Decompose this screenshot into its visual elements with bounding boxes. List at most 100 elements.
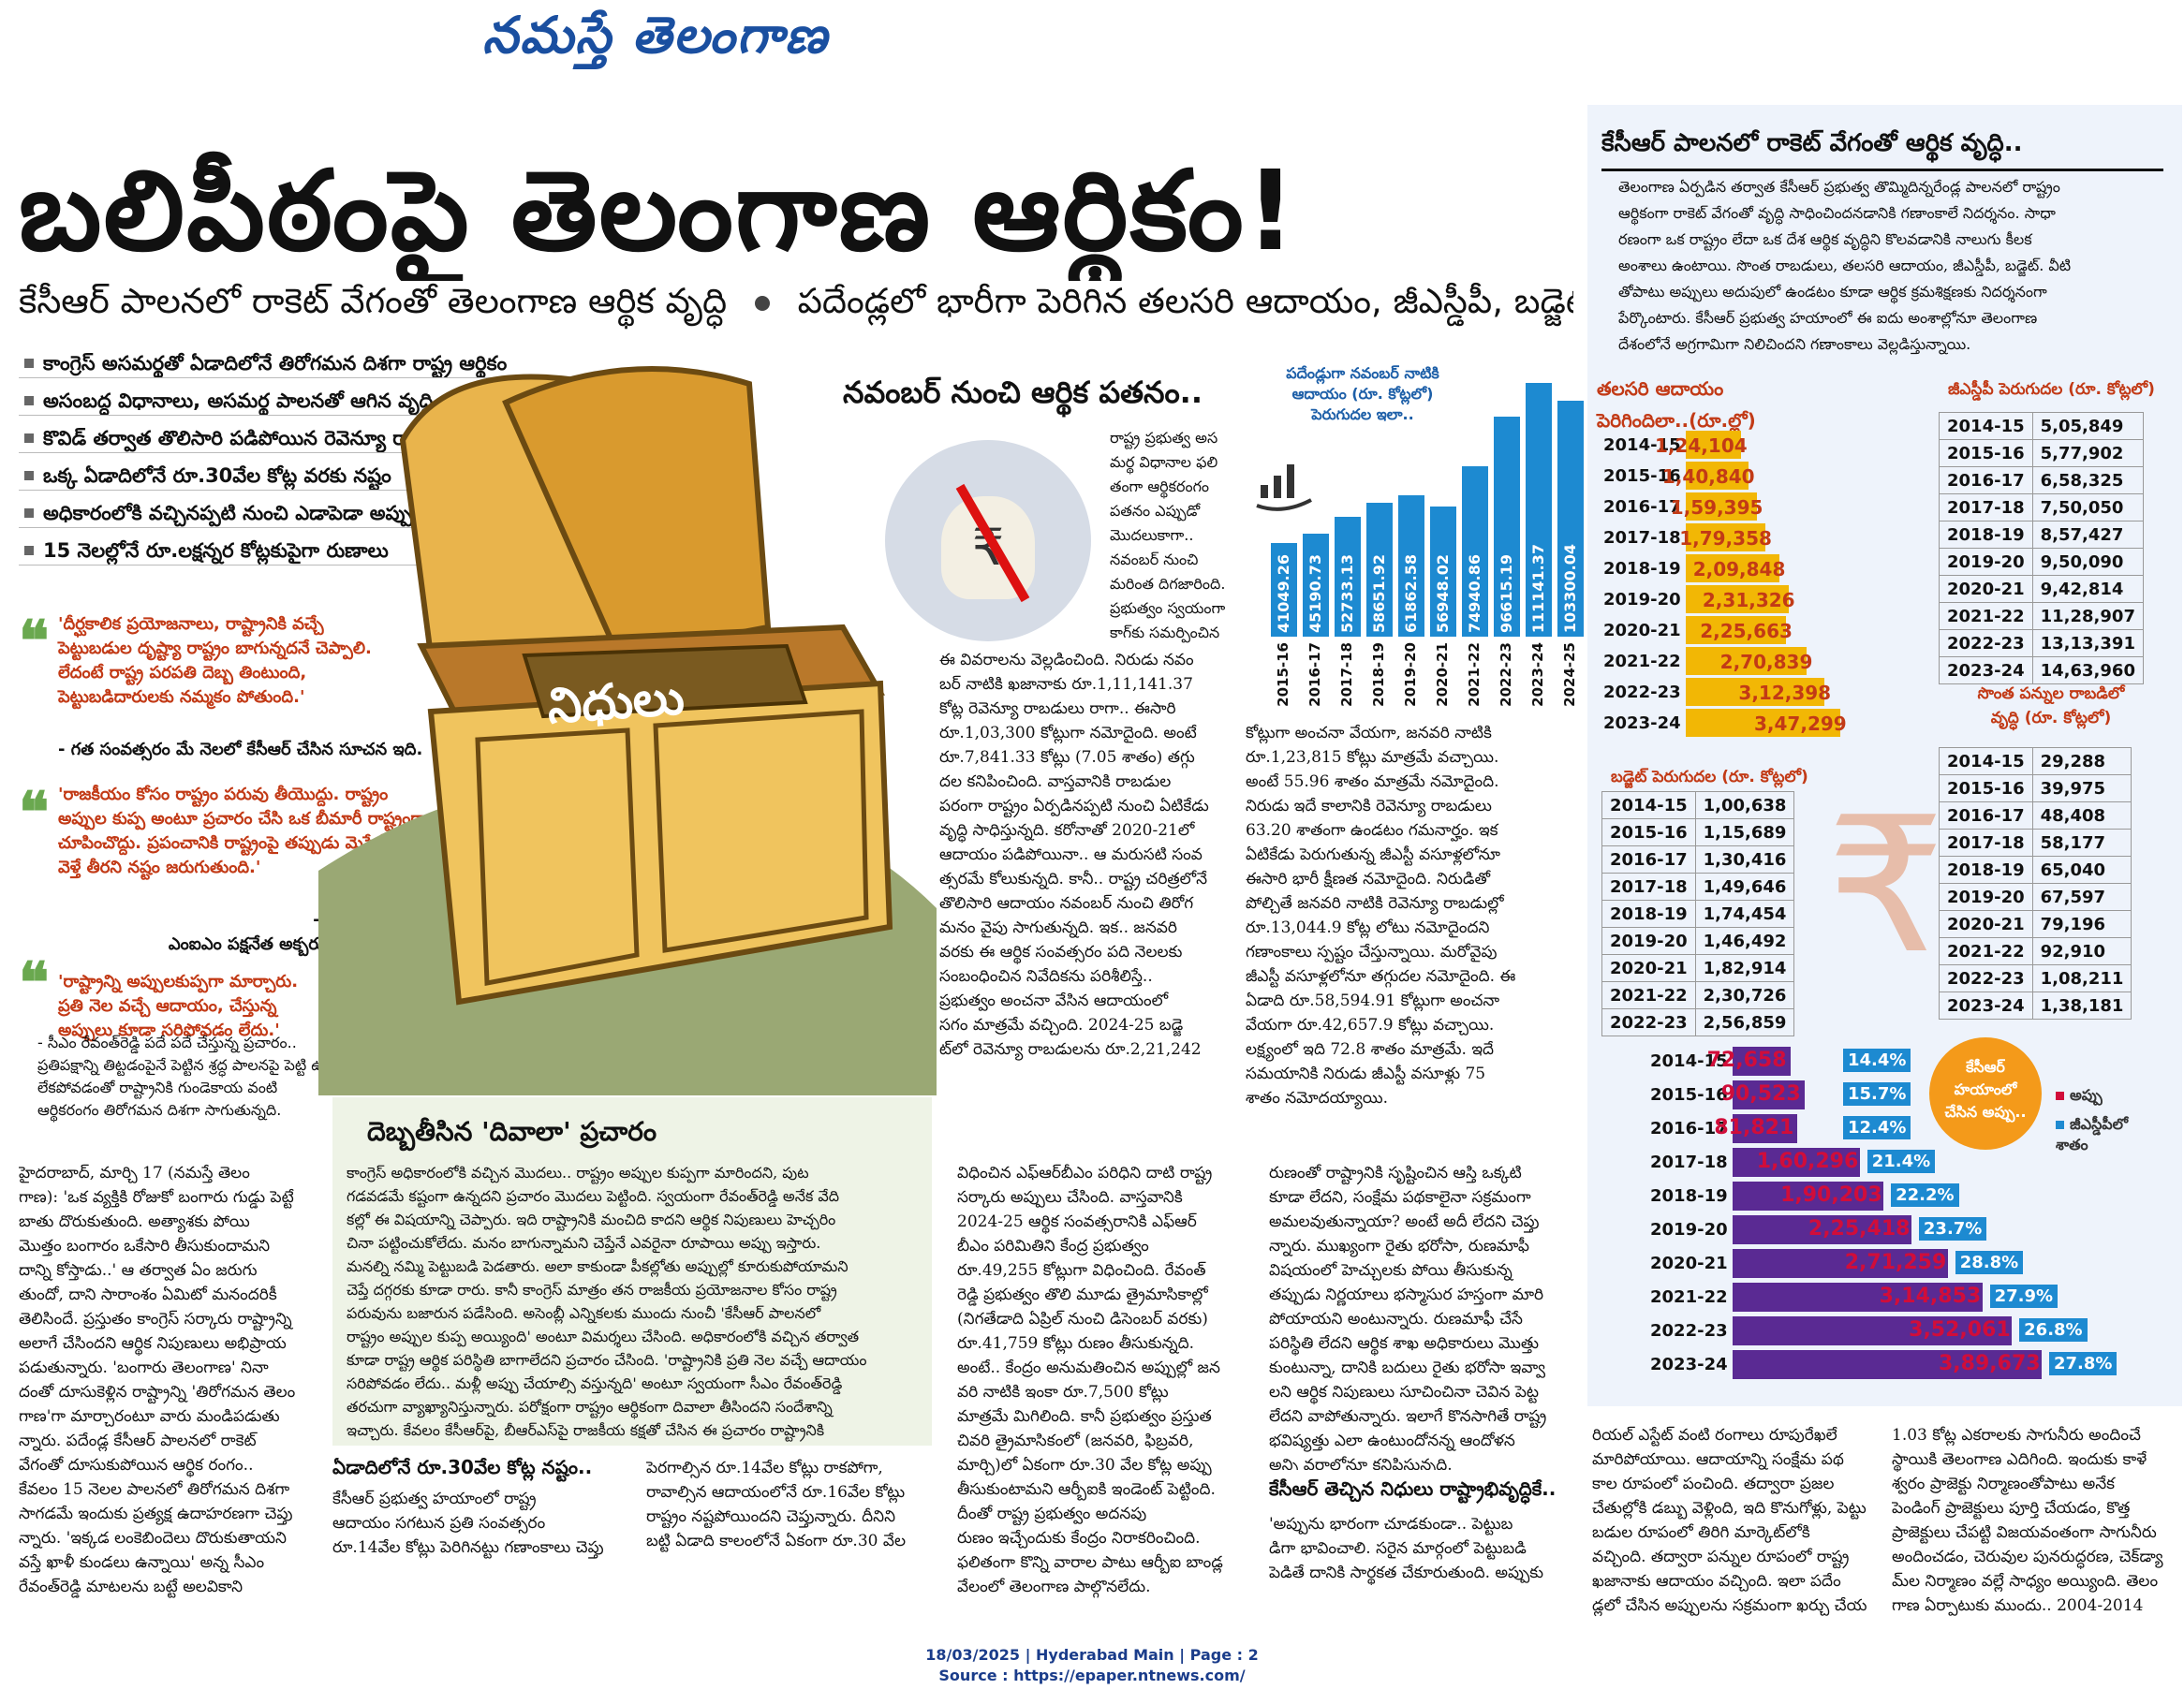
november-title: నవంబర్ నుంచి ఆర్థిక పతనం.. — [843, 375, 1203, 410]
per-capita-year: 2018-19 — [1603, 559, 1681, 579]
own-tax-year: 2016-17 — [1939, 801, 2033, 830]
gsdp-row: 2018-19 8,57,427 — [1939, 521, 2144, 549]
own-tax-value: 29,288 — [2031, 747, 2132, 775]
legend-debt: అప్పు — [2056, 1086, 2103, 1108]
article-subhead-2: కేసీఆర్ తెచ్చిన నిధులు రాష్ట్రాభివృద్ధిక… — [1269, 1477, 1557, 1500]
revenue-bar: 58651.92 — [1366, 503, 1393, 637]
own-tax-year: 2023-24 — [1939, 992, 2033, 1020]
budget-value: 1,49,646 — [1694, 873, 1795, 901]
debt-value: 2,71,259 — [1844, 1251, 1947, 1274]
gsdp-row: 2017-18 7,50,050 — [1939, 493, 2144, 521]
debt-bar — [1733, 1283, 1983, 1312]
budget-value: 1,15,689 — [1694, 818, 1795, 846]
subhead-part2: పదేండ్లలో భారీగా పెరిగిన తలసరి ఆదాయం, జీ… — [797, 281, 1573, 321]
gsdp-row: 2023-24 14,63,960 — [1939, 656, 2144, 684]
per-capita-bar — [1686, 431, 1741, 459]
article-col3: విధించిన ఎఫ్‌ఆర్‌బీఎం పరిధిని దాటి రాష్ట… — [957, 1164, 1223, 1596]
debt-bar — [1733, 1182, 1884, 1211]
budget-row: 2021-22 2,30,726 — [1601, 981, 1795, 1009]
revenue-bar: 96615.19 — [1494, 416, 1520, 637]
revenue-bar-label: 61862.58 — [1402, 553, 1420, 633]
per-capita-value: 1,79,358 — [1679, 527, 1772, 550]
per-capita-value: 2,09,848 — [1692, 558, 1786, 580]
own-tax-year: 2017-18 — [1939, 829, 2033, 857]
revenue-year-label: 2015-16 — [1275, 642, 1291, 707]
own-tax-value: 39,975 — [2031, 774, 2132, 802]
own-tax-year: 2018-19 — [1939, 856, 2033, 884]
revenue-bar: 103300.04 — [1557, 401, 1584, 637]
revenue-bar: 52733.13 — [1335, 516, 1361, 637]
gsdp-value: 9,50,090 — [2031, 548, 2144, 576]
own-tax-row: 2021-22 92,910 — [1939, 937, 2132, 965]
revenue-year-label: 2021-22 — [1466, 642, 1483, 707]
revenue-chart-title: పదేండ్లుగా నవంబర్ నాటికి ఆదాయం (రూ. కోట్… — [1286, 364, 1439, 423]
per-capita-year: 2017-18 — [1603, 528, 1681, 548]
debt-year: 2016-17 — [1650, 1119, 1728, 1138]
article-col6: 1.03 కోట్ల ఎకరాలకు సాగునీరు అందించే స్థా… — [1892, 1426, 2163, 1615]
budget-row: 2014-15 1,00,638 — [1601, 791, 1795, 819]
budget-value: 2,30,726 — [1694, 981, 1795, 1009]
per-capita-bar — [1686, 523, 1766, 551]
quote-text: 'దీర్ఘకాలిక ప్రయోజనాలు, రాష్ట్రానికి వచ్… — [58, 614, 372, 707]
quote-mark-icon: ❝ — [19, 609, 50, 674]
own-tax-row: 2023-24 1,38,181 — [1939, 992, 2132, 1020]
own-tax-row: 2016-17 48,408 — [1939, 801, 2132, 830]
budget-title: బడ్జెట్ పెరుగుదల (రూ. కోట్లలో) — [1611, 768, 1808, 786]
budget-year: 2022-23 — [1601, 1008, 1696, 1036]
debt-chart: 2014-15 72,658 14.4% 2015-16 90,523 15.7% 2016… — [1592, 1047, 2182, 1393]
per-capita-year: 2022-23 — [1603, 683, 1681, 702]
own-tax-row: 2015-16 39,975 — [1939, 774, 2132, 802]
per-capita-bar — [1686, 709, 1840, 737]
per-capita-chart: 2014-15 1,24,104 2015-16 1,40,840 2016-17 1,5… — [1592, 431, 1939, 749]
gsdp-year: 2023-24 — [1939, 656, 2033, 684]
debt-year: 2022-23 — [1650, 1321, 1728, 1341]
bullet-item: అధికారంలోకి వచ్చినప్పటి నుంచి ఎడాపెడా అప… — [19, 498, 515, 528]
bullet-item: అసంబద్ధ విధానాలు, అసమర్థ పాలనతో ఆగిన వృద… — [19, 386, 515, 416]
debt-pct: 21.4% — [1867, 1150, 1936, 1173]
debt-year: 2019-20 — [1650, 1220, 1728, 1240]
own-tax-value: 48,408 — [2031, 801, 2132, 830]
revenue-bar: 111141.37 — [1526, 383, 1552, 637]
revenue-year-label: 2022-23 — [1498, 642, 1514, 707]
own-tax-row: 2017-18 58,177 — [1939, 829, 2132, 857]
per-capita-value: 1,59,395 — [1670, 496, 1763, 519]
right-panel-title: కేసీఆర్ పాలనలో రాకెట్ వేగంతో ఆర్థిక వృద్… — [1601, 129, 2163, 171]
article-subhead-1: ఏడాదిలోనే రూ.30వేల కోట్ల నష్టం.. — [332, 1456, 593, 1478]
debt-pct: 23.7% — [1918, 1217, 1987, 1241]
own-tax-year: 2019-20 — [1939, 883, 2033, 911]
revenue-bar: 45190.73 — [1303, 533, 1329, 637]
budget-year: 2018-19 — [1601, 900, 1696, 928]
revenue-year-label: 2018-19 — [1370, 642, 1387, 707]
budget-row: 2018-19 1,74,454 — [1601, 900, 1795, 928]
debt-bar — [1733, 1080, 1805, 1109]
per-capita-bar — [1686, 462, 1749, 490]
revenue-year-label: 2024-25 — [1561, 642, 1578, 707]
gsdp-year: 2019-20 — [1939, 548, 2033, 576]
per-capita-value: 2,31,326 — [1702, 589, 1795, 611]
november-col2: కోట్లుగా అంచనా వేయగా, జనవరి నాటికి రూ.1,… — [1246, 724, 1516, 1108]
own-tax-year: 2015-16 — [1939, 774, 2033, 802]
gsdp-row: 2015-16 5,77,902 — [1939, 439, 2144, 467]
gsdp-value: 5,05,849 — [2031, 412, 2144, 440]
gsdp-year: 2021-22 — [1939, 602, 2033, 630]
per-capita-title: తలసరి ఆదాయం పెరిగిందిలా..(రూ.ల్లో) — [1597, 377, 1756, 432]
debt-bar — [1733, 1047, 1791, 1076]
article-sub1-col1: కేసీఆర్ ప్రభుత్వ హయాంలో రాష్ట్ర ఆదాయం సగ… — [332, 1490, 604, 1557]
budget-row: 2016-17 1,30,416 — [1601, 845, 1795, 874]
revenue-chart: 41049.26 2015-16 45190.73 2016-17 52733.13 20… — [1250, 356, 1584, 721]
subhead-part1: కేసీఆర్ పాలనలో రాకెట్ వేగంతో తెలంగాణ ఆర్… — [19, 281, 728, 321]
own-tax-row: 2014-15 29,288 — [1939, 747, 2132, 775]
per-capita-year: 2020-21 — [1603, 621, 1681, 640]
budget-value: 1,82,914 — [1694, 954, 1795, 982]
per-capita-bar — [1686, 647, 1807, 675]
debt-year: 2018-19 — [1650, 1186, 1728, 1206]
rupee-watermark-icon: ₹ — [1826, 777, 1946, 995]
right-panel-body: తెలంగాణ ఏర్పడిన తర్వాత కేసీఆర్ ప్రభుత్వ … — [1618, 178, 2072, 353]
revenue-bar: 56948.02 — [1430, 507, 1456, 637]
own-tax-table: 2014-15 29,288 2015-16 39,975 2016-17 48,408 2… — [1939, 747, 2132, 1020]
debt-bar — [1733, 1215, 1911, 1244]
budget-row: 2019-20 1,46,492 — [1601, 927, 1795, 955]
per-capita-year: 2021-22 — [1603, 652, 1681, 671]
revenue-bar-label: 96615.19 — [1498, 553, 1515, 633]
debt-year: 2020-21 — [1650, 1254, 1728, 1273]
